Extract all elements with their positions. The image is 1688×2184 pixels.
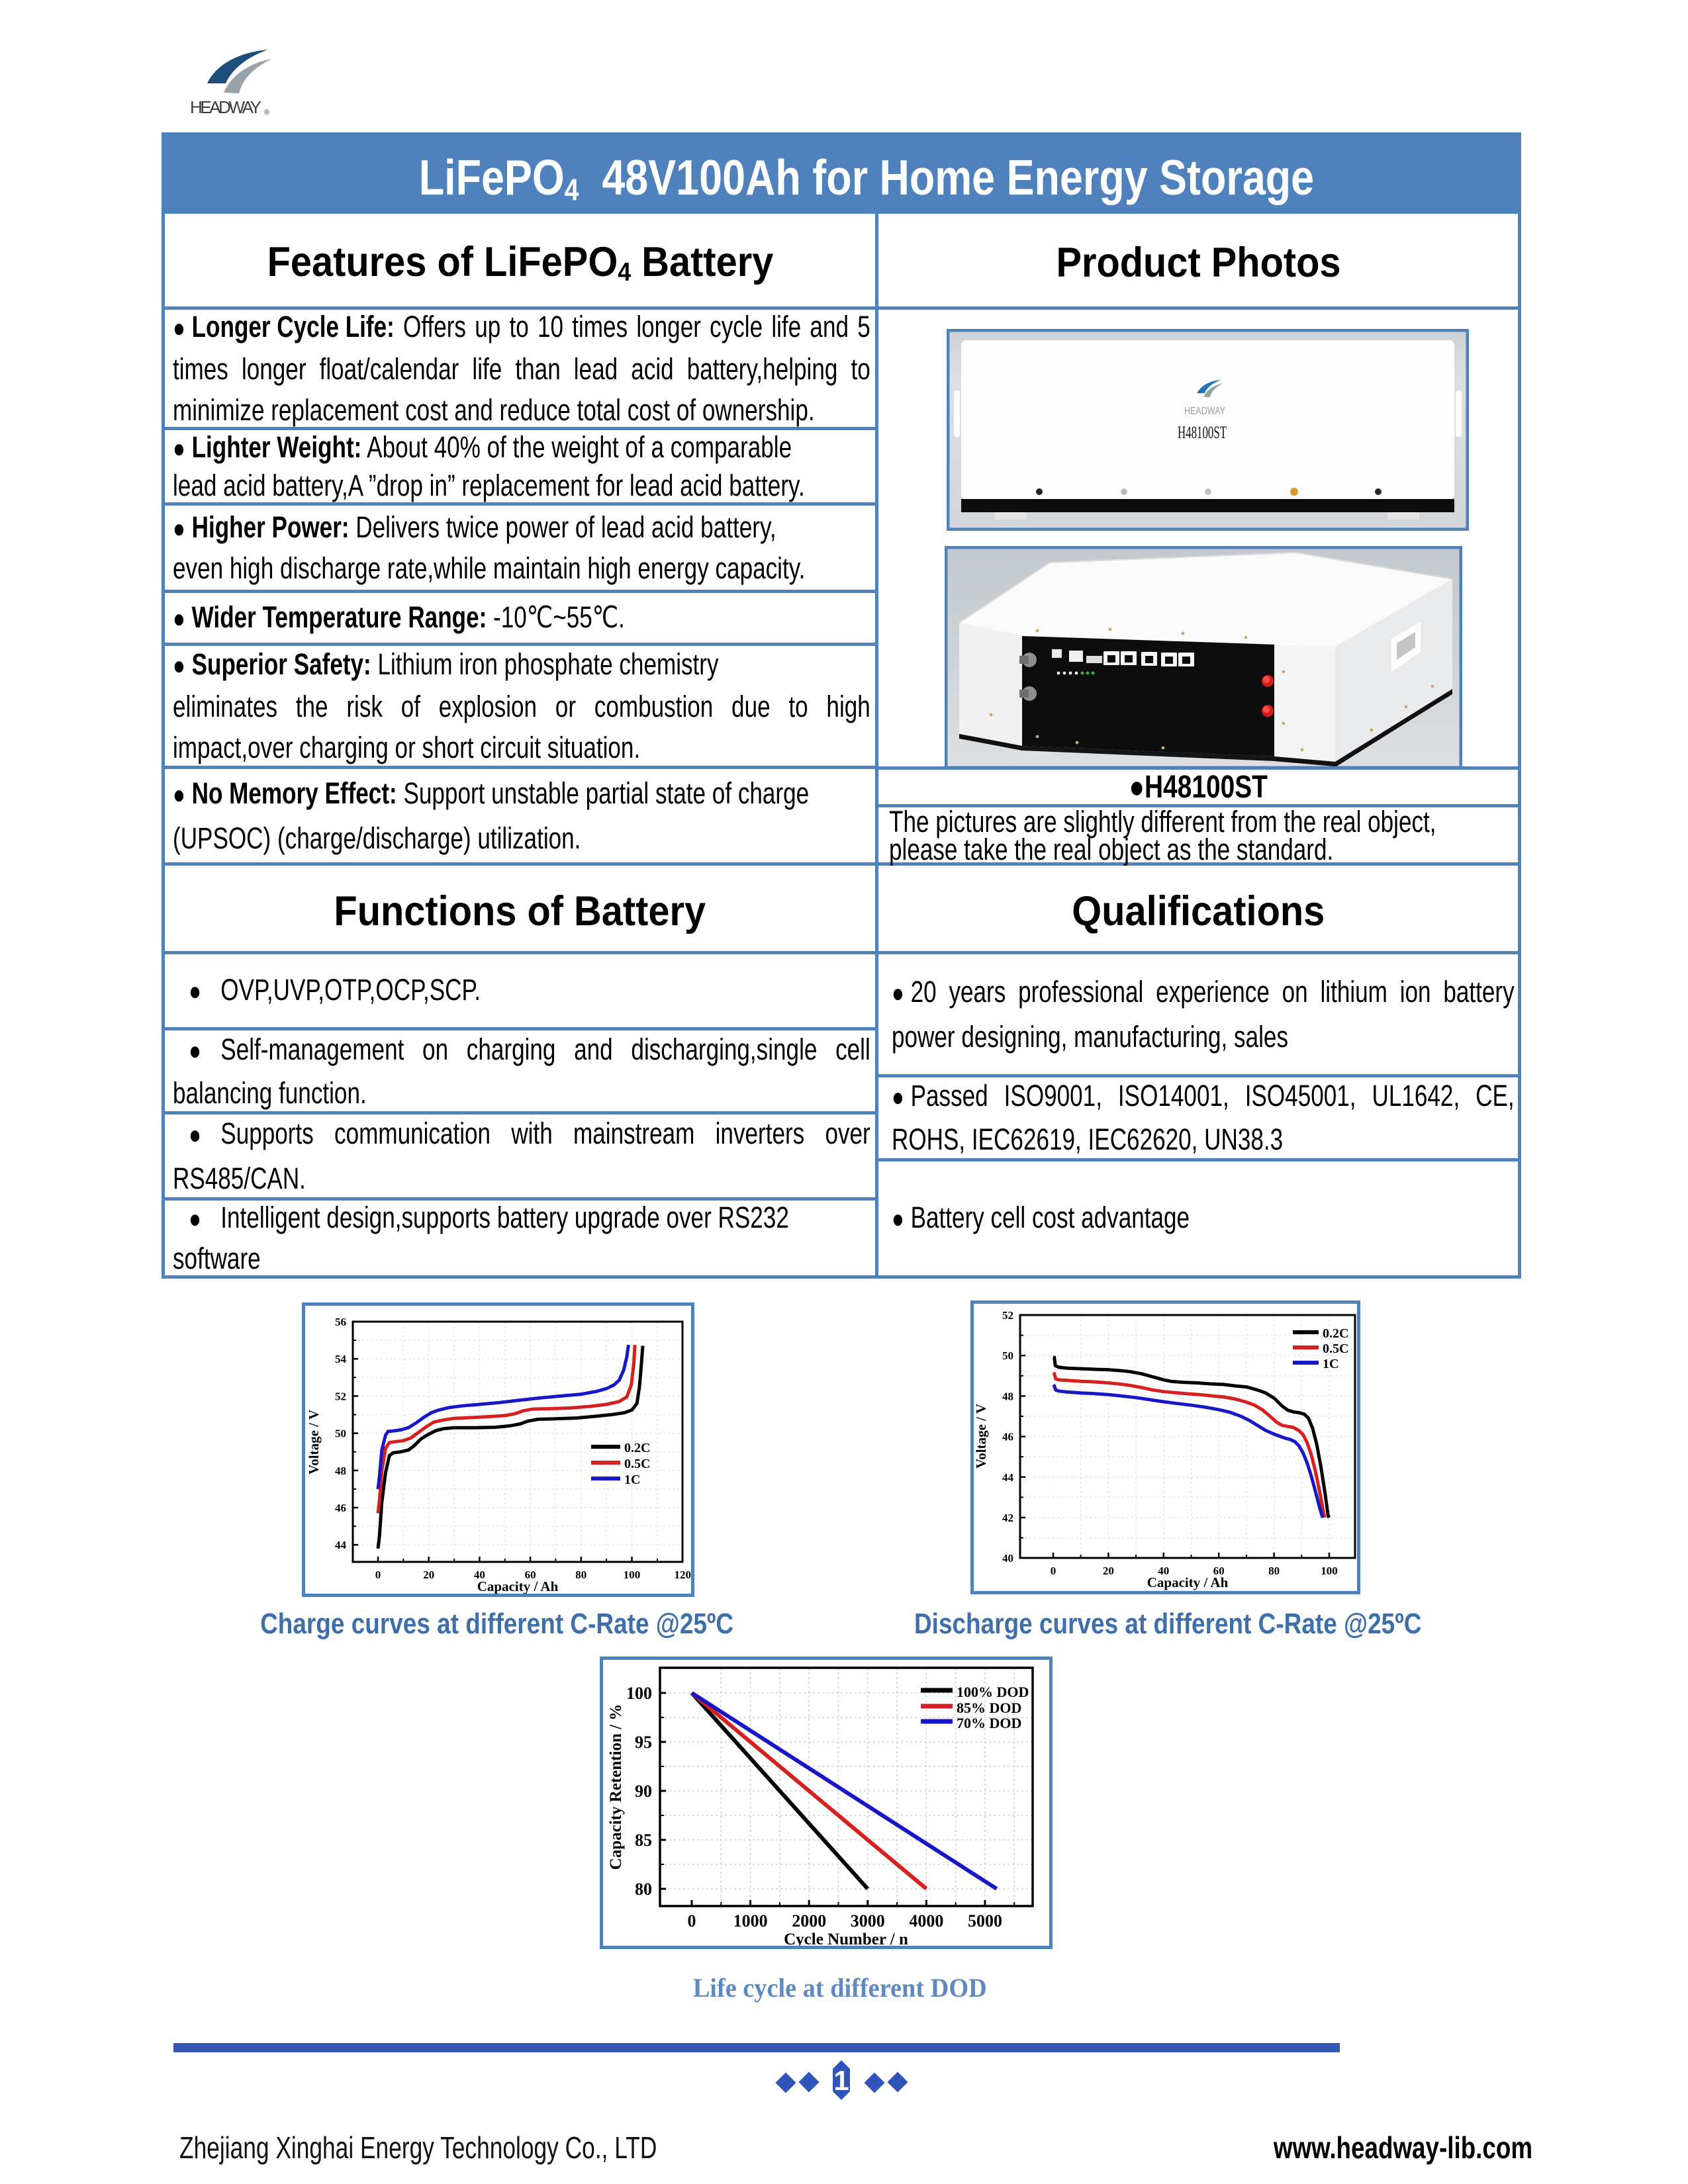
svg-text:Voltage / V: Voltage / V	[306, 1410, 322, 1475]
svg-text:0.5C: 0.5C	[624, 1457, 650, 1471]
svg-text:0: 0	[1051, 1565, 1056, 1577]
svg-text:HEADWAY: HEADWAY	[1184, 406, 1225, 417]
svg-text:54: 54	[335, 1353, 347, 1365]
svg-text:100: 100	[624, 1569, 641, 1581]
svg-text:Cycle Number / n: Cycle Number / n	[784, 1931, 908, 1946]
svg-text:2000: 2000	[792, 1911, 826, 1931]
svg-text:60: 60	[525, 1569, 536, 1581]
svg-text:Capacity / Ah: Capacity / Ah	[477, 1578, 559, 1594]
svg-text:80: 80	[635, 1880, 652, 1899]
svg-text:48: 48	[335, 1465, 346, 1477]
svg-text:95: 95	[635, 1733, 652, 1752]
svg-text:0: 0	[375, 1569, 381, 1581]
svg-text:40: 40	[1158, 1565, 1169, 1577]
svg-text:100% DOD: 100% DOD	[957, 1684, 1029, 1700]
svg-text:0.2C: 0.2C	[624, 1441, 650, 1455]
svg-text:20: 20	[423, 1569, 434, 1581]
svg-text:20: 20	[1103, 1565, 1114, 1577]
svg-text:3000: 3000	[851, 1911, 885, 1931]
svg-text:48: 48	[1002, 1390, 1013, 1402]
svg-text:85: 85	[635, 1831, 652, 1850]
svg-text:90: 90	[635, 1782, 652, 1801]
svg-text:46: 46	[335, 1502, 346, 1514]
svg-text:40: 40	[474, 1569, 485, 1581]
svg-text:46: 46	[1002, 1431, 1013, 1443]
svg-text:52: 52	[335, 1390, 346, 1402]
svg-text:56: 56	[335, 1316, 346, 1328]
svg-text:Capacity / Ah: Capacity / Ah	[1147, 1574, 1229, 1590]
svg-text:80: 80	[575, 1569, 586, 1581]
svg-text:1000: 1000	[733, 1911, 768, 1931]
svg-text:60: 60	[1213, 1565, 1225, 1577]
svg-text:100: 100	[626, 1684, 652, 1703]
svg-text:70% DOD: 70% DOD	[957, 1715, 1021, 1731]
svg-text:4000: 4000	[909, 1911, 943, 1931]
svg-text:H48100ST: H48100ST	[1178, 423, 1227, 442]
svg-text:®: ®	[264, 109, 269, 116]
svg-text:0.5C: 0.5C	[1323, 1342, 1348, 1356]
svg-text:5000: 5000	[968, 1911, 1002, 1931]
svg-text:44: 44	[1002, 1471, 1014, 1484]
svg-text:1C: 1C	[1323, 1357, 1338, 1371]
svg-text:0.2C: 0.2C	[1323, 1326, 1348, 1341]
svg-text:44: 44	[335, 1539, 347, 1551]
svg-text:Voltage / V: Voltage / V	[974, 1404, 989, 1469]
svg-text:42: 42	[1002, 1512, 1013, 1524]
svg-text:1C: 1C	[624, 1473, 640, 1487]
svg-text:120: 120	[674, 1569, 690, 1581]
svg-text:80: 80	[1268, 1565, 1280, 1577]
svg-text:85% DOD: 85% DOD	[957, 1700, 1021, 1716]
svg-text:100: 100	[1321, 1565, 1338, 1577]
svg-text:52: 52	[1002, 1309, 1013, 1322]
svg-text:HEADWAY: HEADWAY	[190, 97, 261, 117]
svg-text:1: 1	[833, 2065, 849, 2096]
svg-text:40: 40	[1002, 1552, 1013, 1565]
svg-text:0: 0	[688, 1911, 696, 1931]
svg-text:Capacity Retention / %: Capacity Retention / %	[607, 1704, 625, 1870]
svg-text:50: 50	[1002, 1349, 1013, 1362]
svg-text:50: 50	[335, 1428, 346, 1440]
